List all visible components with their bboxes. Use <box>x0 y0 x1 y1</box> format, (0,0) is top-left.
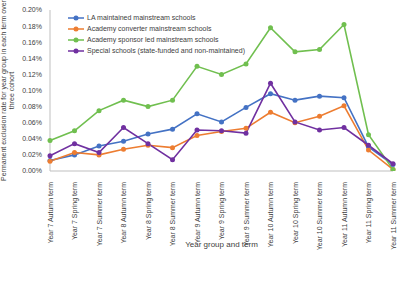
svg-text:Permanent exclusion rate for y: Permanent exclusion rate for year group … <box>8 0 15 181</box>
svg-text:0.04%: 0.04% <box>22 135 42 142</box>
svg-text:Year 10 Summer term: Year 10 Summer term <box>316 182 323 250</box>
svg-text:0.06%: 0.06% <box>22 119 42 126</box>
svg-text:0.08%: 0.08% <box>22 103 42 110</box>
svg-text:Year 7 Spring term: Year 7 Spring term <box>71 182 79 240</box>
svg-text:0.10%: 0.10% <box>22 87 42 94</box>
svg-text:0.00%: 0.00% <box>22 167 42 174</box>
svg-text:Year 10 Autumn term: Year 10 Autumn term <box>267 182 274 248</box>
svg-text:0.18%: 0.18% <box>22 23 42 30</box>
svg-text:Year 11 Summer term: Year 11 Summer term <box>390 182 396 250</box>
svg-text:Year 7 Summer term: Year 7 Summer term <box>96 182 103 246</box>
svg-text:0.02%: 0.02% <box>22 151 42 158</box>
svg-text:Year 8 Summer term: Year 8 Summer term <box>169 182 176 246</box>
svg-text:Year 8 Autumn term: Year 8 Autumn term <box>120 182 127 244</box>
svg-text:Year 7 Autumn term: Year 7 Autumn term <box>47 182 54 244</box>
html-text:Academy converter mainstream s: Academy converter mainstream schools <box>87 25 212 32</box>
svg-text:0.20%: 0.20% <box>22 6 42 13</box>
svg-text:0.12%: 0.12% <box>22 71 42 78</box>
svg-text:Year 9 Spring term: Year 9 Spring term <box>218 182 226 240</box>
svg-text:Year 9 Autumn term: Year 9 Autumn term <box>194 182 201 244</box>
svg-text:Year 8 Spring term: Year 8 Spring term <box>145 182 153 240</box>
svg-text:Year 10 Spring term: Year 10 Spring term <box>292 182 300 244</box>
html-text:LA maintained mainstream schoo: LA maintained mainstream schools <box>87 14 196 21</box>
svg-text:Year 9 Summer term: Year 9 Summer term <box>243 182 250 246</box>
svg-text:0.16%: 0.16% <box>22 39 42 46</box>
svg-text:0.14%: 0.14% <box>22 55 42 62</box>
html-text:Special schools (state-funded: Special schools (state-funded and non-ma… <box>87 47 245 54</box>
svg-text:Year group and term: Year group and term <box>185 240 258 249</box>
html-text:Academy sponsor led mainstream: Academy sponsor led mainstream schools <box>87 36 219 43</box>
svg-text:Year 11 Spring term: Year 11 Spring term <box>365 182 373 244</box>
svg-text:Year 11 Autumn term: Year 11 Autumn term <box>341 182 348 247</box>
